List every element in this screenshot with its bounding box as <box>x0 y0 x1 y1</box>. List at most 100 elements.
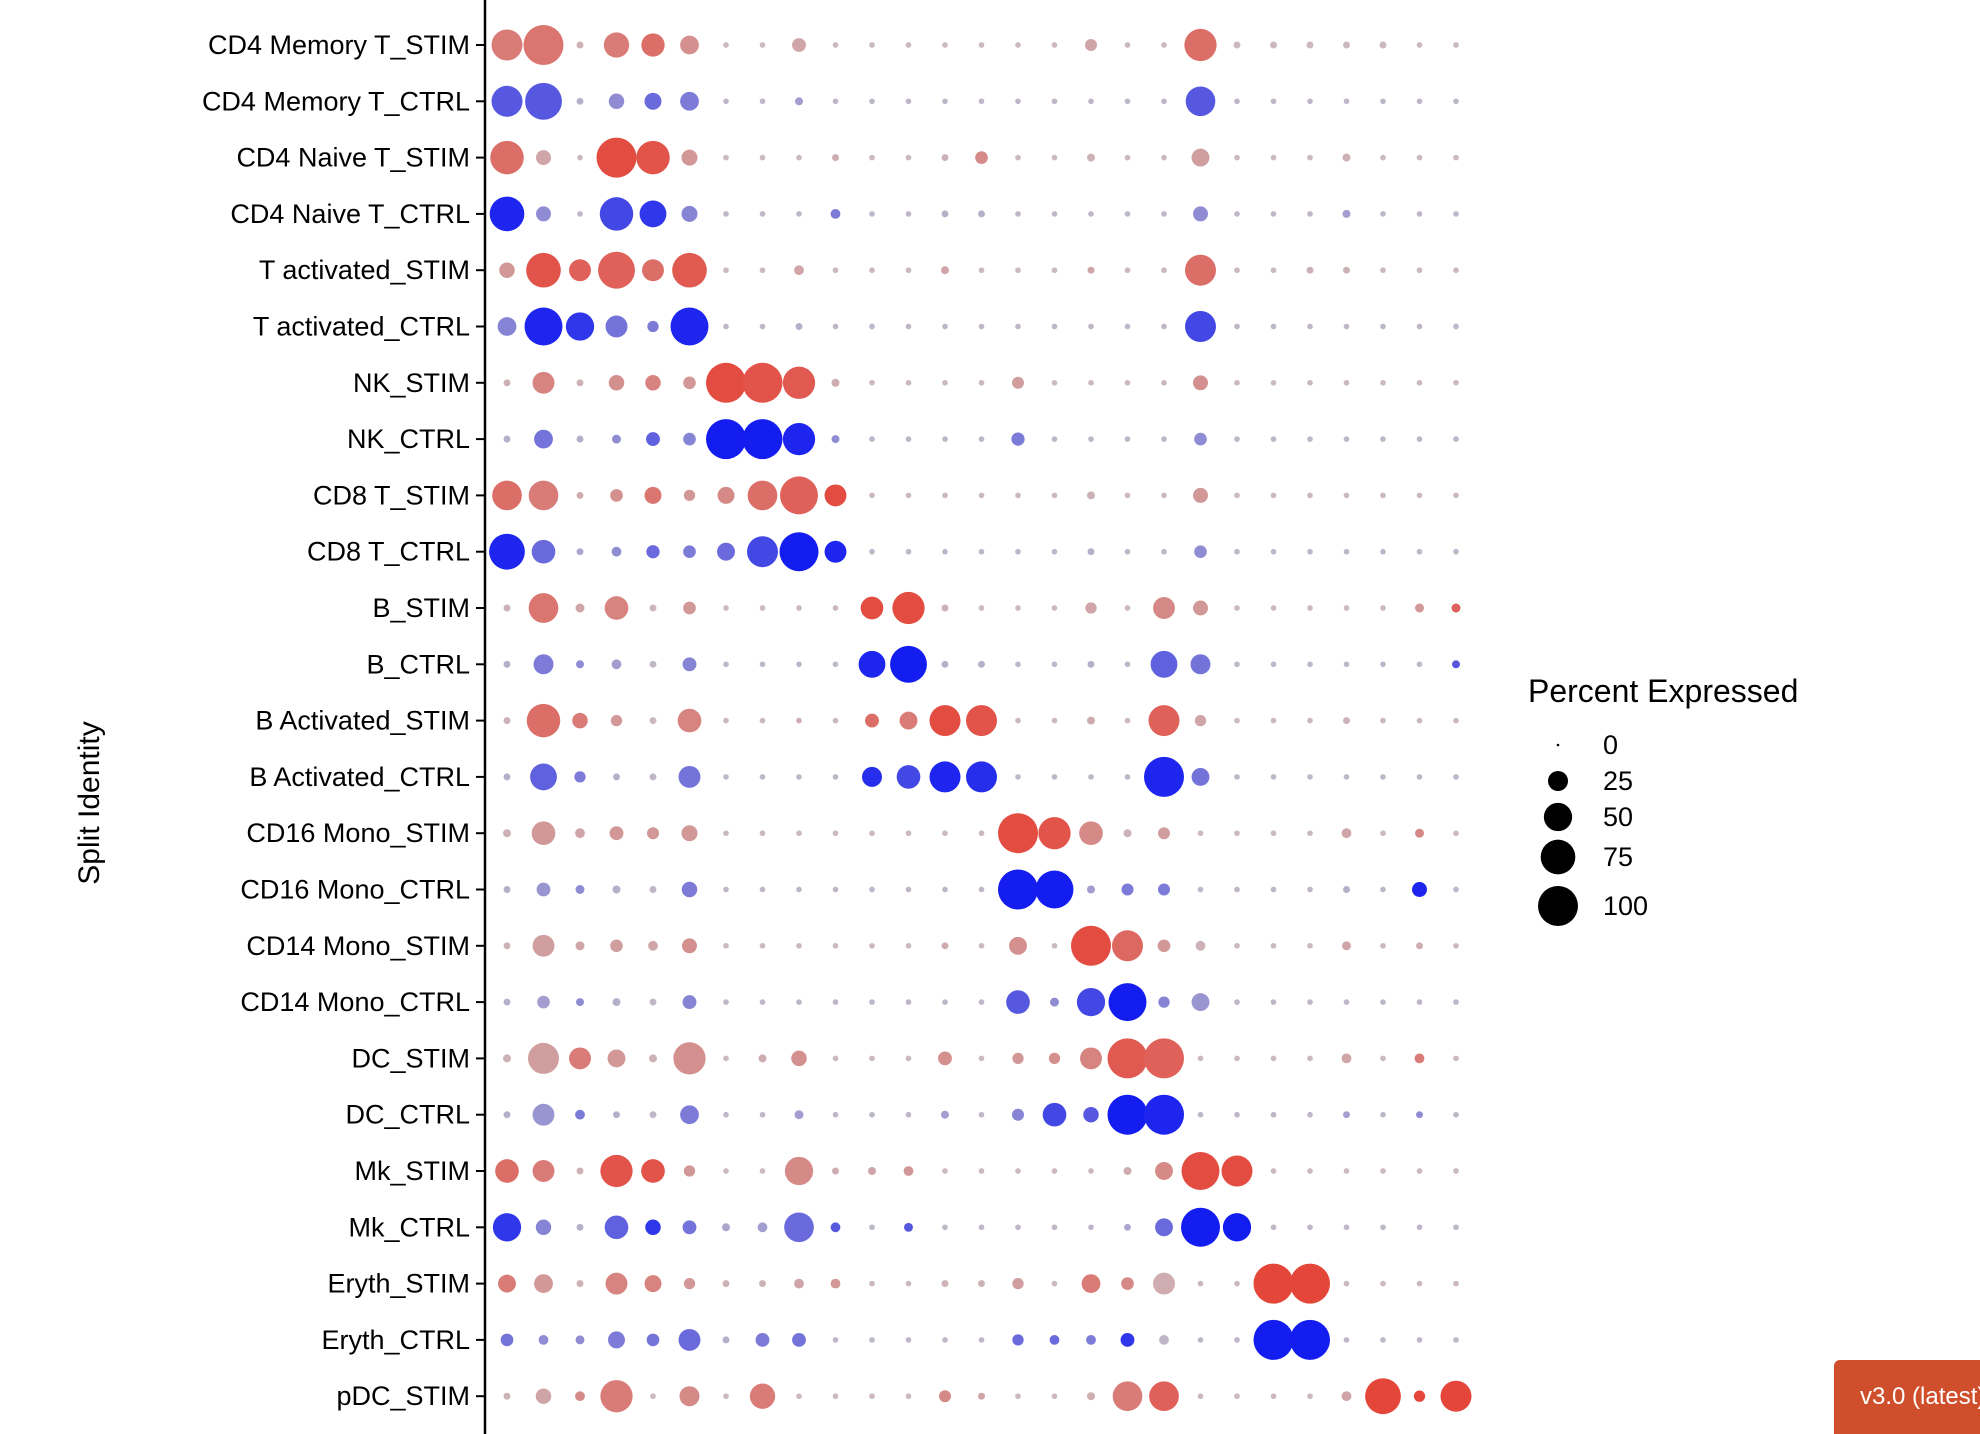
dot <box>1191 993 1210 1012</box>
dot <box>749 1383 776 1409</box>
dot <box>683 489 696 502</box>
dot <box>1123 829 1132 838</box>
dot <box>1270 999 1277 1005</box>
dot <box>681 205 698 222</box>
dot <box>1015 661 1021 668</box>
dot <box>905 999 912 1005</box>
dot <box>1087 1392 1095 1401</box>
dot <box>868 1167 876 1175</box>
dot <box>576 548 584 556</box>
dot <box>759 661 766 668</box>
dot <box>1197 1393 1204 1400</box>
dot <box>598 251 635 289</box>
dot <box>1194 432 1207 446</box>
dot <box>503 998 511 1006</box>
dot <box>1234 211 1240 217</box>
dot <box>905 323 912 330</box>
dot <box>723 211 729 217</box>
dot <box>830 1222 841 1233</box>
dot <box>975 151 988 164</box>
dot <box>1161 211 1167 217</box>
dot <box>1087 491 1095 500</box>
dot <box>1087 660 1095 668</box>
dot <box>832 661 839 668</box>
dot <box>942 379 948 386</box>
dot <box>942 830 948 837</box>
dot <box>1234 267 1240 274</box>
dot <box>1181 1152 1220 1190</box>
dot <box>794 1278 804 1289</box>
dot <box>646 545 660 559</box>
dot <box>1270 1224 1277 1231</box>
dot <box>1307 379 1313 386</box>
dot <box>1234 548 1240 555</box>
dot <box>491 85 523 117</box>
y-tick-label: Mk_CTRL <box>348 1212 470 1242</box>
dot <box>1416 1111 1423 1119</box>
dot <box>1380 548 1386 555</box>
dot <box>1015 267 1021 274</box>
dot <box>649 773 657 781</box>
dot <box>649 1054 657 1063</box>
dot <box>1049 1335 1060 1345</box>
dot <box>1121 1277 1134 1290</box>
dot <box>1270 98 1277 105</box>
dot <box>1270 1055 1277 1062</box>
legend-label: 0 <box>1603 730 1618 760</box>
dot <box>1342 941 1351 951</box>
dot <box>599 197 634 231</box>
dot <box>869 42 875 48</box>
dot <box>1453 1055 1459 1062</box>
dot <box>575 603 585 613</box>
legend-label: 100 <box>1603 891 1648 921</box>
dot <box>717 486 735 504</box>
dot <box>1341 1053 1352 1064</box>
dot <box>1184 28 1217 62</box>
dot <box>1088 211 1094 217</box>
dot <box>1270 211 1277 217</box>
dot <box>869 1393 875 1400</box>
dot <box>1185 254 1216 286</box>
dot <box>1234 1280 1240 1287</box>
dot <box>1124 774 1131 780</box>
dot <box>1191 148 1210 167</box>
dot <box>1088 1224 1094 1231</box>
dot <box>858 650 886 678</box>
y-tick-label: DC_CTRL <box>345 1100 470 1130</box>
dot <box>1015 323 1021 330</box>
dot <box>942 42 948 48</box>
dot <box>723 661 729 668</box>
dot <box>779 532 819 572</box>
dot <box>670 307 709 346</box>
dot <box>1086 1335 1096 1345</box>
dot <box>1051 379 1058 386</box>
dot <box>723 98 729 105</box>
dot <box>682 938 697 954</box>
dot <box>832 42 839 48</box>
dot <box>609 826 624 841</box>
dot <box>1051 98 1058 105</box>
version-badge[interactable]: v3.0 (latest) <box>1834 1360 1980 1434</box>
y-tick-labels: CD4 Memory T_STIM CD4 Memory T_CTRL CD4 Na… <box>202 30 470 1411</box>
dot <box>796 886 802 893</box>
dot <box>644 92 662 110</box>
dot <box>1124 323 1131 330</box>
dot <box>1307 717 1313 724</box>
dot <box>1085 39 1097 51</box>
dot <box>722 1280 730 1288</box>
dot <box>526 703 561 738</box>
dot <box>794 265 804 276</box>
dot <box>531 539 556 564</box>
dot <box>942 323 948 330</box>
dot <box>723 886 729 893</box>
dot <box>1124 436 1131 442</box>
dot <box>576 660 584 669</box>
dot <box>978 98 985 105</box>
dot <box>1343 886 1350 893</box>
dot <box>832 1393 839 1400</box>
dot <box>1015 1224 1021 1231</box>
dot <box>942 492 948 499</box>
dot <box>759 323 766 330</box>
dot <box>1148 705 1180 737</box>
dot <box>612 885 621 894</box>
